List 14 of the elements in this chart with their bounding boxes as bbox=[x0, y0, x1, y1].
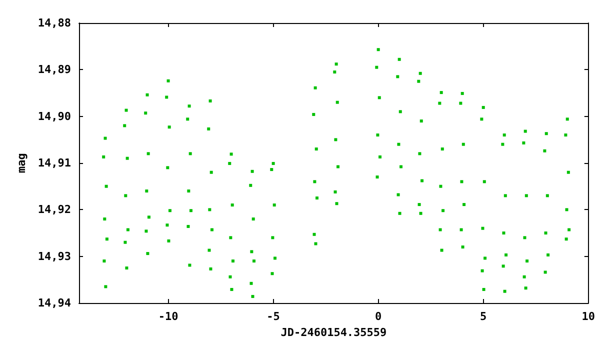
x-tick-label: -5 bbox=[266, 310, 280, 323]
y-tick-label: 14,92 bbox=[38, 203, 72, 216]
x-tick-label: 10 bbox=[582, 310, 595, 323]
y-tick-label: 14,91 bbox=[38, 156, 72, 170]
x-tick-label: -10 bbox=[158, 310, 178, 323]
x-tick-label: 0 bbox=[375, 310, 382, 323]
y-tick-label: 14,93 bbox=[38, 250, 72, 263]
y-axis-title: mag bbox=[15, 153, 28, 173]
x-tick-label: 5 bbox=[480, 310, 487, 323]
x-axis-title: JD-2460154.35559 bbox=[280, 326, 387, 339]
y-tick-label: 14,94 bbox=[38, 296, 72, 310]
y-tick-label: 14,88 bbox=[38, 16, 72, 30]
y-tick-label: 14,90 bbox=[38, 110, 72, 123]
y-tick-label: 14,89 bbox=[38, 63, 72, 76]
